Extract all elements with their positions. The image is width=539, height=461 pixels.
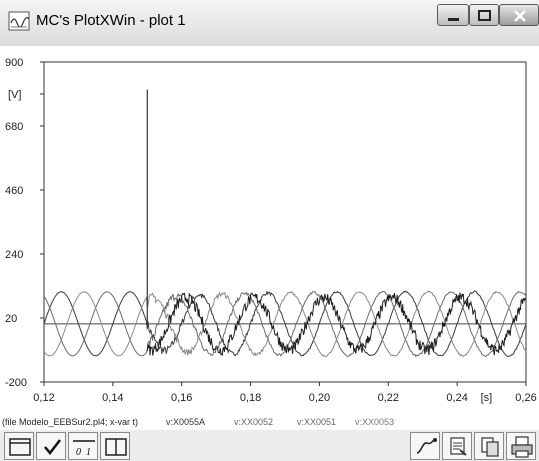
y-tick-label: 900 xyxy=(5,57,23,69)
y-tick-label: -200 xyxy=(5,377,27,389)
y-tick-label: 240 xyxy=(5,249,23,261)
title-bar: MC's PlotXWin - plot 1 xyxy=(0,0,539,46)
svg-text:0: 0 xyxy=(76,447,81,458)
maximize-button[interactable] xyxy=(469,4,499,26)
close-button[interactable] xyxy=(499,4,539,26)
close-icon xyxy=(514,10,526,22)
copy-graph-icon xyxy=(450,437,467,456)
x-tick-label: 0,12 xyxy=(33,392,54,404)
series-label-1: v:X0055A xyxy=(166,417,206,427)
y-tick-label: 20 xyxy=(5,313,17,325)
x-tick-label: 0,16 xyxy=(171,392,192,404)
svg-text:1: 1 xyxy=(86,447,91,458)
frame-icon xyxy=(9,438,31,456)
range-icon: 0 1 xyxy=(73,440,95,458)
copy-icon xyxy=(481,437,499,457)
copy-button[interactable] xyxy=(474,432,504,460)
x-tick-label: 0,24 xyxy=(446,392,467,404)
print-icon xyxy=(511,436,533,458)
check-button[interactable] xyxy=(36,432,66,460)
x-tick-label: 0,20 xyxy=(309,392,330,404)
y-tick-label: 460 xyxy=(5,185,23,197)
x-unit-label: [s] xyxy=(481,392,493,404)
minimize-button[interactable] xyxy=(437,4,469,26)
plot-frame xyxy=(43,61,527,383)
plotxwin-app-icon xyxy=(8,11,30,31)
curve-icon xyxy=(416,438,437,454)
voltage-plot[interactable]: 900 680 460 240 20 -200 [V] 0,12 0,14 0,16 0,18 0,2… xyxy=(0,46,539,416)
y-tick-label: 680 xyxy=(5,121,23,133)
series-label-4: v:XX0053 xyxy=(355,417,395,427)
series-label-3: v:XX0051 xyxy=(297,417,337,427)
series-label-2: v:XX0052 xyxy=(234,417,274,427)
split-icon xyxy=(105,438,127,456)
window-title: MC's PlotXWin - plot 1 xyxy=(36,12,186,29)
plot-area[interactable]: 900 680 460 240 20 -200 [V] 0,12 0,14 0,16 0,18 0,2… xyxy=(0,46,539,416)
split-view-button[interactable] xyxy=(100,432,130,460)
x-tick-label: 0,14 xyxy=(102,392,123,404)
status-line: (file Modelo_EEBSur2.pl4; x-var t) v:X00… xyxy=(0,416,539,430)
toolbar: 0 1 xyxy=(0,430,539,461)
frame-button[interactable] xyxy=(4,432,34,460)
maximize-icon xyxy=(478,10,491,21)
x-tick-label: 0,26 xyxy=(515,392,536,404)
minimize-icon xyxy=(448,18,459,21)
phase-waveform xyxy=(43,290,527,358)
x-tick-label: 0,22 xyxy=(378,392,399,404)
file-info: (file Modelo_EEBSur2.pl4; x-var t) xyxy=(2,417,139,427)
x-tick-label: 0,18 xyxy=(240,392,261,404)
print-button[interactable] xyxy=(506,432,536,460)
y-unit-label: [V] xyxy=(8,89,21,101)
range-button[interactable]: 0 1 xyxy=(68,432,98,460)
check-icon xyxy=(44,439,61,455)
copy-graph-button[interactable] xyxy=(442,432,472,460)
disturbance-waveform xyxy=(146,292,526,357)
curve-button[interactable] xyxy=(410,432,440,460)
phase-waveform xyxy=(43,290,527,358)
phase-waveform xyxy=(43,290,527,358)
